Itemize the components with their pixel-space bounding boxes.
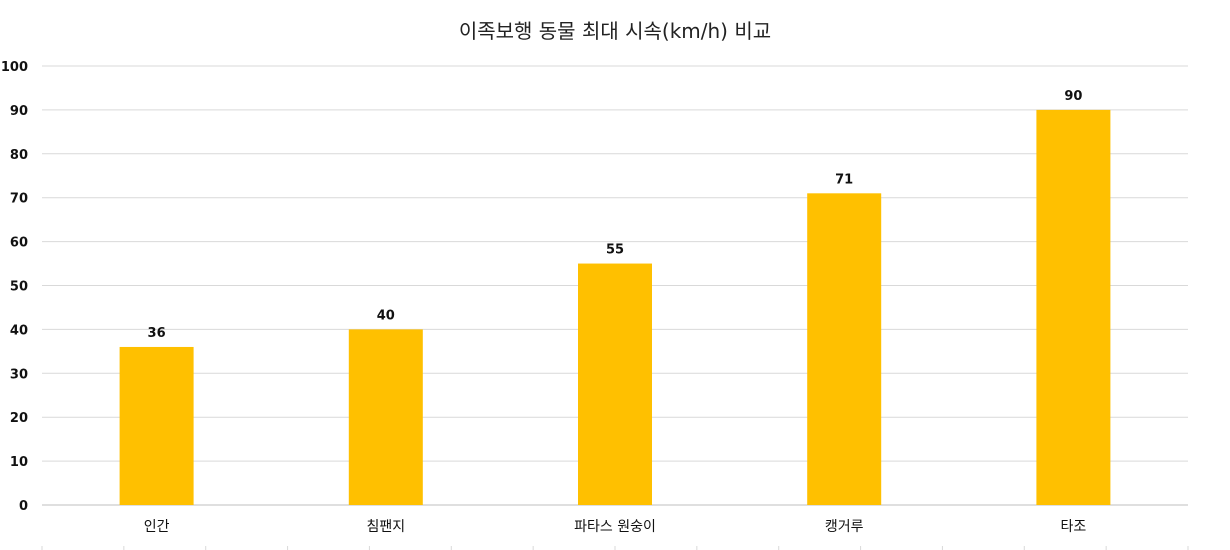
- y-tick-label: 70: [10, 192, 28, 207]
- y-tick-label: 40: [10, 323, 28, 338]
- bar: [807, 193, 882, 505]
- bar: [348, 329, 423, 505]
- data-labels: 36 40 55 71 90: [148, 89, 1083, 341]
- data-label: 40: [377, 308, 395, 323]
- category-label: 인간: [144, 519, 170, 535]
- y-tick-label: 20: [10, 411, 28, 426]
- y-tick-label: 50: [10, 280, 28, 295]
- category-label: 캥거루: [825, 519, 864, 535]
- data-label: 90: [1064, 89, 1082, 104]
- x-axis-categories: 인간 침팬지 파타스 원숭이 캥거루 타조: [144, 519, 1087, 535]
- y-tick-label: 30: [10, 367, 28, 382]
- category-label: 침팬지: [366, 519, 405, 535]
- x-axis-minor-ticks: [41, 546, 1189, 550]
- y-tick-label: 10: [10, 455, 28, 470]
- bar: [119, 346, 194, 505]
- bar: [578, 263, 652, 505]
- category-label: 파타스 원숭이: [574, 519, 656, 535]
- data-label: 55: [606, 243, 624, 258]
- y-tick-label: 80: [10, 148, 28, 163]
- y-tick-label: 0: [19, 499, 28, 514]
- bars: [119, 109, 1111, 506]
- bar: [1036, 109, 1111, 506]
- chart-title: 이족보행 동물 최대 시속(km/h) 비교: [459, 19, 771, 43]
- y-axis-ticks: 0 10 20 30 40 50 60 70 80 90 100: [1, 60, 28, 514]
- data-label: 71: [835, 172, 853, 187]
- y-tick-label: 90: [10, 104, 28, 119]
- data-label: 36: [148, 326, 166, 341]
- y-tick-label: 100: [1, 60, 28, 75]
- category-label: 타조: [1061, 519, 1087, 535]
- y-tick-label: 60: [10, 236, 28, 251]
